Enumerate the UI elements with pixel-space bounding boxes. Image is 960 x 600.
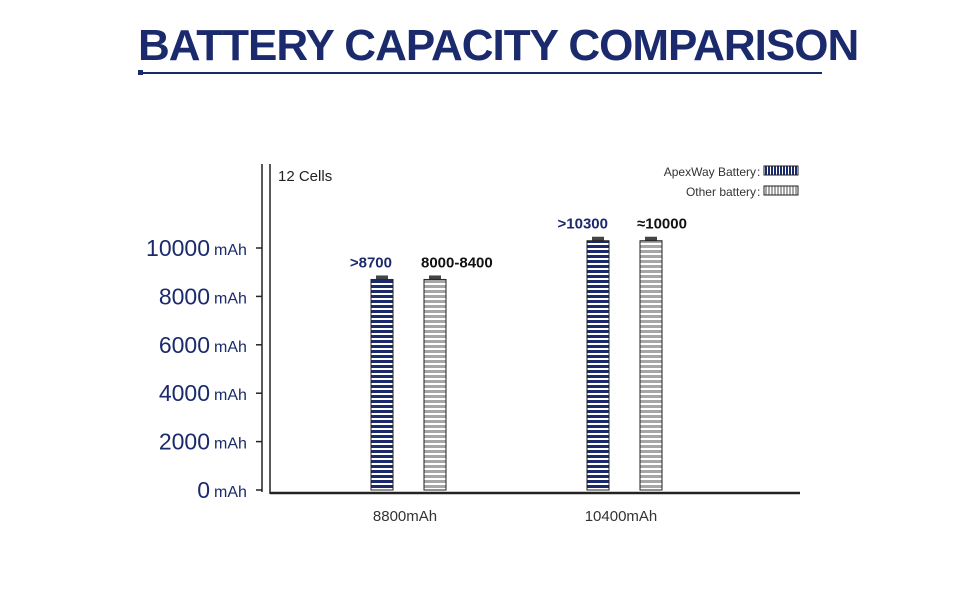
y-tick-unit: mAh xyxy=(214,290,247,307)
bar-apexway xyxy=(586,240,610,491)
category-label-group: 8800mAh 10400mAh xyxy=(373,508,657,525)
legend-swatch-apexway xyxy=(763,165,799,176)
bar-value-label: 8000-8400 xyxy=(421,254,493,271)
legend-colon: : xyxy=(757,185,760,199)
bar-other xyxy=(639,240,663,491)
bar-value-label: >8700 xyxy=(350,254,392,271)
subtitle-cells: 12 Cells xyxy=(278,168,332,185)
y-tick-unit: mAh xyxy=(214,484,247,501)
legend-label: Other battery xyxy=(686,185,756,199)
battery-terminal xyxy=(429,275,441,280)
battery-terminal xyxy=(592,236,604,241)
y-tick-label: 8000 xyxy=(159,283,210,309)
y-tick-label: 10000 xyxy=(146,235,210,261)
title-underline-marker xyxy=(138,70,143,75)
bar-group: >8700 8000-8400 >10300 ≈10000 xyxy=(350,216,687,491)
bar-value-label: ≈10000 xyxy=(637,216,687,233)
y-tick-unit: mAh xyxy=(214,436,247,453)
legend: ApexWay Battery:Other battery: xyxy=(664,165,799,199)
legend-label: ApexWay Battery xyxy=(664,165,756,179)
y-tick-label: 6000 xyxy=(159,332,210,358)
category-label: 10400mAh xyxy=(585,508,658,525)
bar-value-label: >10300 xyxy=(558,216,608,233)
battery-terminal xyxy=(376,275,388,280)
bar-other xyxy=(423,278,447,491)
y-tick-unit: mAh xyxy=(214,387,247,404)
title-underline xyxy=(138,72,822,74)
battery-terminal xyxy=(645,236,657,241)
y-tick-unit: mAh xyxy=(214,339,247,356)
y-tick-label: 2000 xyxy=(159,429,210,455)
page-title: BATTERY CAPACITY COMPARISON xyxy=(138,21,859,70)
y-tick-label: 0 xyxy=(197,477,210,503)
legend-swatch-other xyxy=(763,185,799,196)
y-tick-label: 4000 xyxy=(159,380,210,406)
y-tick-unit: mAh xyxy=(214,242,247,259)
legend-colon: : xyxy=(757,165,760,179)
bar-apexway xyxy=(370,278,394,491)
category-label: 8800mAh xyxy=(373,508,437,525)
